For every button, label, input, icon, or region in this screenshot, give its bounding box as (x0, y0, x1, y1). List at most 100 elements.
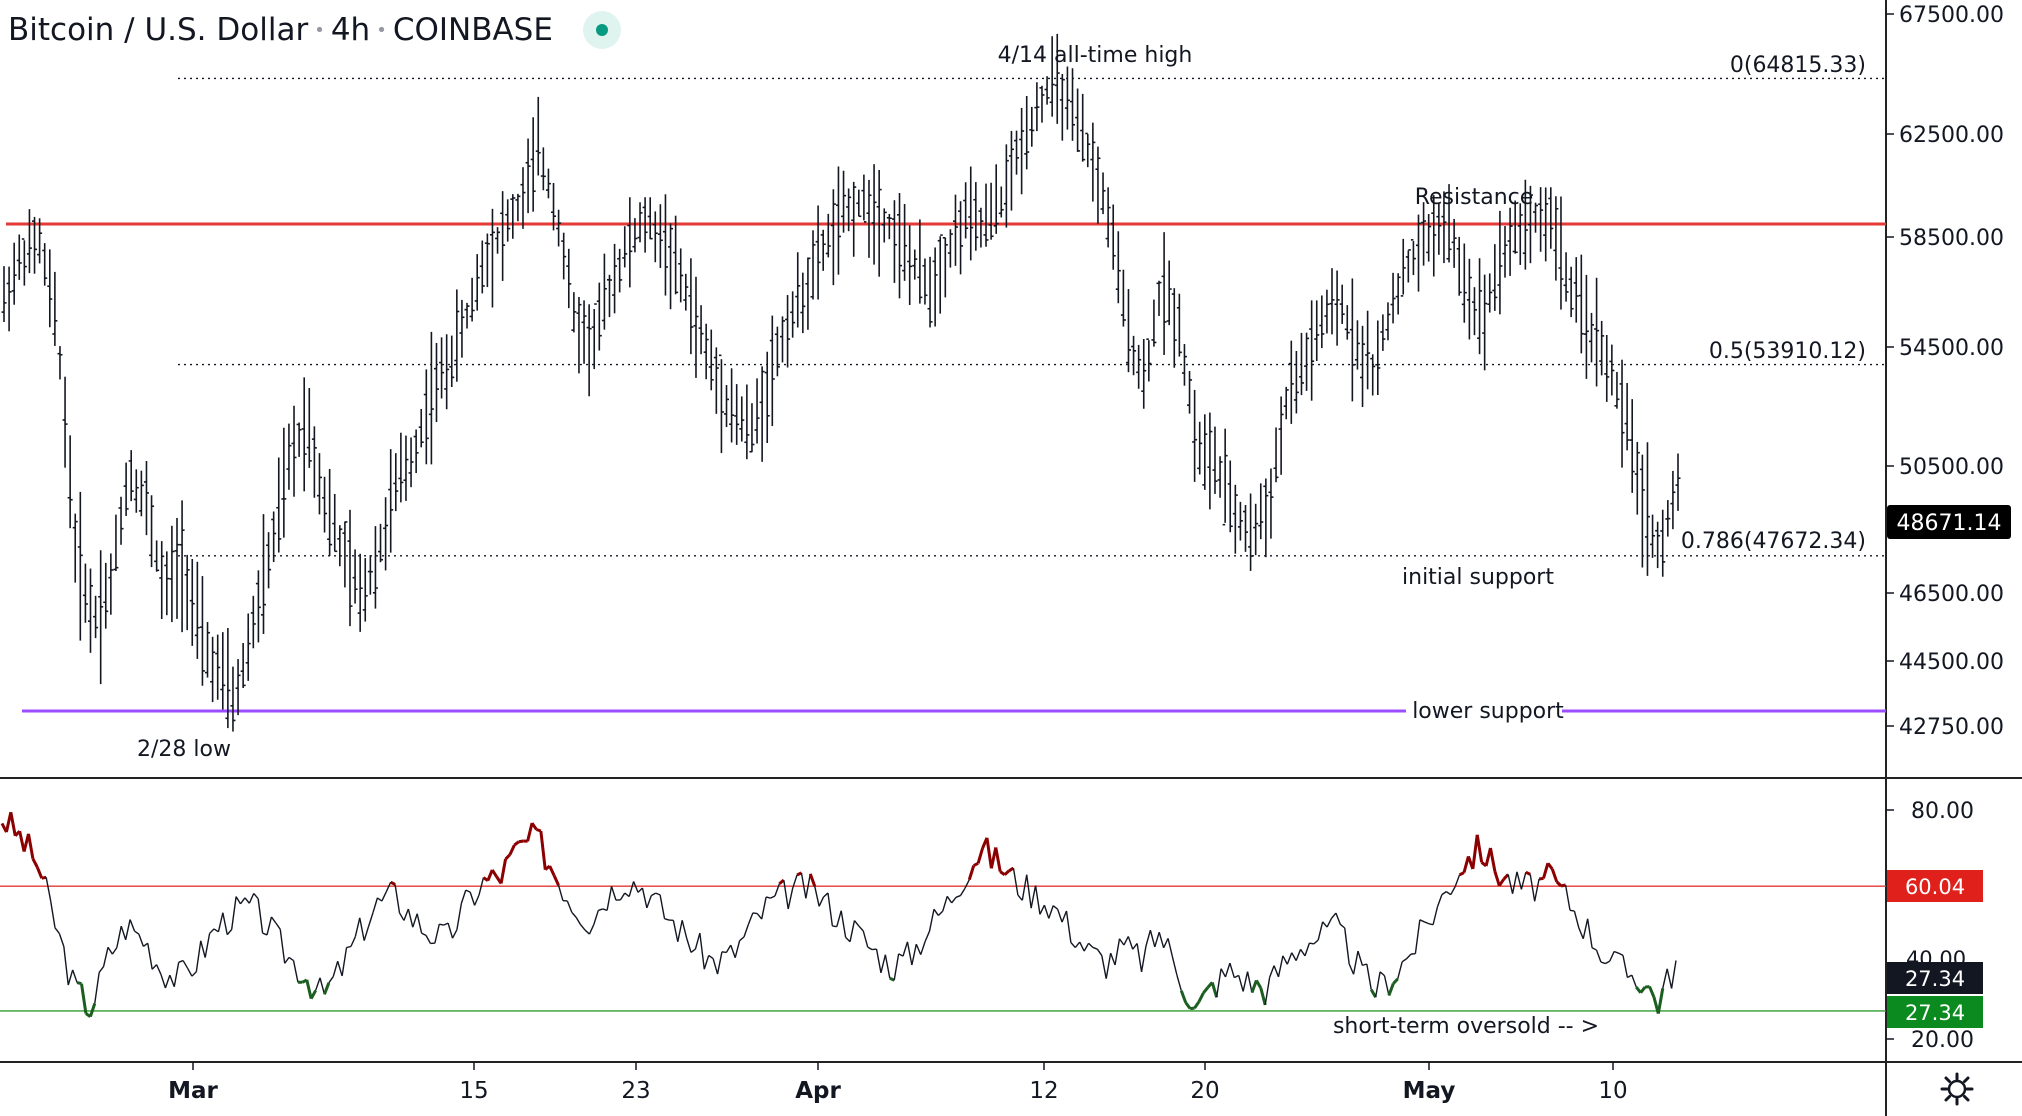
status-dot-icon[interactable] (582, 11, 621, 49)
rsi-segment (1662, 968, 1668, 989)
rsi-segment (827, 892, 834, 927)
rsi-segment (204, 933, 211, 958)
rsi-overbought-segment (994, 847, 1002, 872)
rsi-overbought-segment (9, 811, 17, 837)
rsi-segment (1061, 910, 1068, 923)
rsi-segment (222, 912, 228, 935)
rsi-segment (1056, 908, 1063, 923)
rsi-segment (1026, 874, 1032, 909)
rsi-oversold-segment (1250, 979, 1258, 994)
rsi-segment (239, 897, 246, 905)
rsi-segment (880, 954, 887, 974)
rsi-overbought-segment (1555, 880, 1563, 888)
price-tick-label: 54500.00 (1899, 336, 2004, 361)
rsi-oversold-segment (1639, 986, 1647, 994)
rsi-segment (1079, 941, 1085, 952)
rsi-segment (1242, 971, 1249, 992)
rsi-segment (1291, 952, 1297, 961)
rsi-segment (1313, 939, 1319, 945)
rsi-segment (49, 900, 56, 928)
rsi-segment (1454, 874, 1461, 887)
rsi-segment (319, 977, 326, 995)
rsi-segment (849, 920, 856, 942)
rsi-segment (1273, 965, 1280, 978)
rsi-segment (937, 910, 944, 916)
rsi-lower-value: 27.34 (1905, 1001, 1965, 1025)
rsi-segment (690, 948, 696, 954)
rsi-overbought-segment (967, 865, 976, 881)
rsi-overbought-segment (976, 847, 984, 864)
rsi-overbought-segment (530, 822, 538, 831)
rsi-segment (712, 958, 719, 975)
rsi-segment (716, 951, 723, 975)
rsi-segment (1233, 974, 1240, 979)
rsi-segment (805, 873, 811, 899)
rsi-segment (367, 912, 374, 927)
rsi-segment (257, 898, 264, 934)
rsi-overbought-segment (35, 866, 44, 879)
rsi-overbought-segment (518, 839, 524, 844)
rsi-segment (606, 886, 613, 911)
rsi-segment (94, 972, 100, 1004)
rsi-segment (580, 924, 586, 931)
rsi-segment (915, 943, 922, 955)
rsi-oversold-segment (76, 981, 82, 986)
rsi-segment (1564, 884, 1571, 911)
rsi-overbought-segment (18, 830, 26, 852)
rsi-segment (253, 892, 259, 900)
rsi-segment (734, 940, 741, 958)
rsi-segment (920, 941, 926, 955)
rsi-oversold-segment (1387, 983, 1395, 997)
rsi-segment (63, 946, 69, 986)
rsi-oversold-segment (1369, 988, 1377, 999)
feb-low-annotation: 2/28 low (137, 737, 231, 762)
price-tick-label: 62500.00 (1899, 123, 2004, 148)
rsi-segment (129, 919, 136, 932)
exchange-label: COINBASE (392, 12, 553, 48)
rsi-overbought-segment (796, 871, 803, 877)
rsi-segment (571, 911, 577, 918)
rsi-overbought-segment (973, 861, 979, 867)
rsi-overbought-segment (1008, 866, 1015, 873)
oversold-annotation: short-term oversold -- > (1333, 1014, 1599, 1039)
rsi-segment (372, 897, 379, 913)
rsi-segment (959, 888, 966, 896)
rsi-segment (1618, 952, 1624, 956)
rsi-segment (394, 884, 401, 914)
rsi-segment (818, 896, 825, 907)
rsi-overbought-segment (1489, 847, 1497, 872)
rsi-segment (235, 896, 242, 905)
rsi-segment (752, 912, 758, 915)
rsi-segment (1335, 912, 1341, 925)
rsi-overbought-segment (535, 828, 542, 833)
candlestick-series (1, 33, 1681, 732)
rsi-segment (1074, 941, 1081, 948)
rsi-segment (120, 925, 127, 941)
rsi-segment (213, 928, 219, 933)
rsi-overbought-segment (1003, 869, 1011, 876)
rsi-segment (1609, 951, 1615, 962)
rsi-segment (1362, 963, 1368, 967)
gear-icon[interactable] (1940, 1072, 1974, 1106)
rsi-segment (398, 912, 405, 921)
rsi-segment (1224, 962, 1231, 978)
rsi-segment (1268, 965, 1275, 978)
rsi-segment (845, 936, 851, 943)
rsi-overbought-segment (1475, 834, 1484, 863)
rsi-segment (1295, 949, 1302, 961)
rsi-segment (1149, 929, 1156, 948)
rsi-segment (416, 913, 423, 934)
rsi-oversold-segment (1392, 977, 1399, 985)
rsi-segment (1215, 968, 1222, 998)
rsi-oversold-segment (1197, 992, 1205, 1003)
rsi-segment (195, 940, 202, 972)
rsi-overbought-segment (390, 880, 396, 886)
interval-label[interactable]: 4h (330, 12, 371, 48)
rsi-segment (898, 953, 904, 957)
rsi-segment (1101, 955, 1107, 979)
rsi-segment (1109, 952, 1116, 966)
rsi-overbought-segment (1542, 862, 1550, 879)
symbol-title[interactable]: Bitcoin / U.S. Dollar • 4h • COINBASE (8, 10, 621, 50)
rsi-segment (456, 903, 463, 930)
